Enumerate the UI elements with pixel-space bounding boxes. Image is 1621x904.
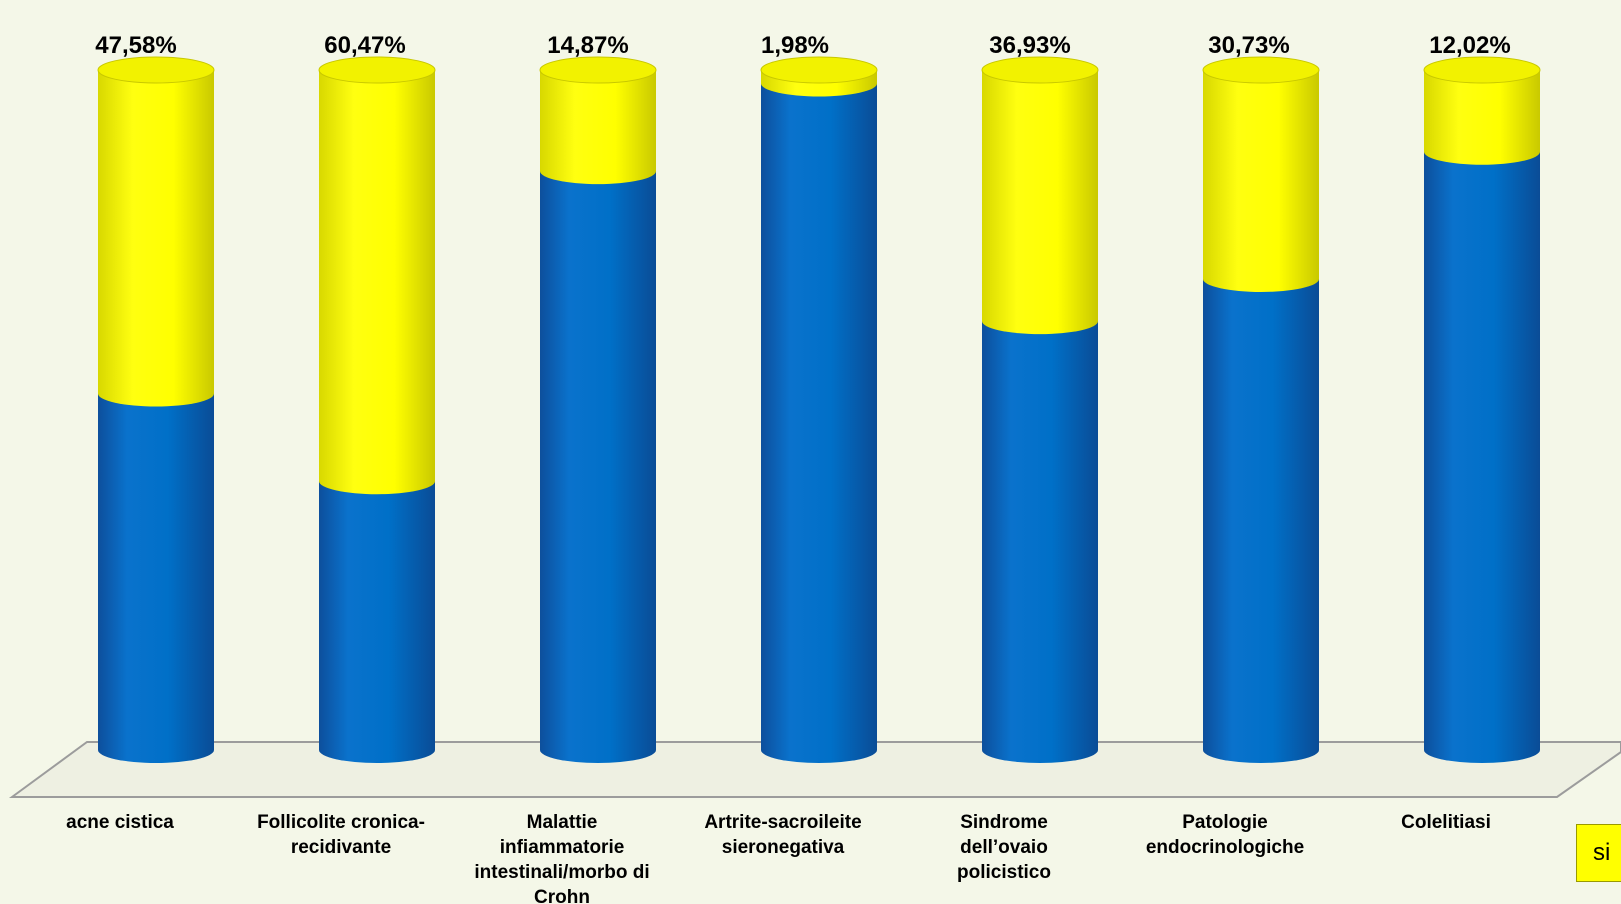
value-label: 36,93%: [989, 32, 1070, 59]
bar-segment-blue: [98, 380, 214, 763]
bar-segment-si: [982, 57, 1098, 335]
legend-entry-si: si: [1576, 824, 1621, 882]
value-label: 60,47%: [324, 32, 405, 59]
category-label: Malattie infiammatorie intestinali/morbo d…: [474, 812, 649, 904]
bar-segment-blue: [1203, 265, 1319, 763]
bar-top-cap: [1202, 56, 1320, 84]
category-label: Patologie endocrinologiche: [1146, 812, 1304, 858]
bar-segment-si: [1203, 57, 1319, 292]
category-labels-layer: acne cistica Follicolite cronica-recidiva…: [66, 812, 1491, 904]
bar-segment-si: [540, 57, 656, 185]
category-label: acne cistica: [66, 812, 174, 833]
bar-segment-si: [319, 57, 435, 495]
category-label: Colelitiasi: [1401, 812, 1491, 833]
value-label: 1,98%: [761, 32, 829, 59]
category-label: Sindrome dell’ovaio policistico: [957, 812, 1051, 883]
bar-segment-si: [98, 57, 214, 407]
value-label: 30,73%: [1208, 32, 1289, 59]
bar-top-cap: [97, 56, 215, 84]
value-label: 12,02%: [1429, 32, 1510, 59]
bar-segment-blue: [319, 468, 435, 763]
bar-top-cap: [760, 56, 878, 84]
bar-segment-blue: [982, 308, 1098, 763]
bar-top-cap: [981, 56, 1099, 84]
value-label: 14,87%: [547, 32, 628, 59]
bar-top-cap: [318, 56, 436, 84]
bar-segment-blue: [761, 70, 877, 764]
category-label: Artrite-sacroileite sieronegativa: [704, 812, 861, 858]
bar-segment-si: [1424, 57, 1540, 165]
category-label: Follicolite cronica-recidivante: [257, 812, 425, 858]
bar-top-cap: [539, 56, 657, 84]
bar-top-cap: [1423, 56, 1541, 84]
legend-label-si: si: [1593, 839, 1611, 866]
bar-segment-blue: [1424, 138, 1540, 764]
value-label: 47,58%: [95, 32, 176, 59]
value-labels-layer: 47,58% 60,47% 14,87% 1,98% 36,93% 30,73% 12,02…: [95, 32, 1510, 59]
bars-layer: [97, 56, 1541, 764]
bar-segment-blue: [540, 158, 656, 764]
